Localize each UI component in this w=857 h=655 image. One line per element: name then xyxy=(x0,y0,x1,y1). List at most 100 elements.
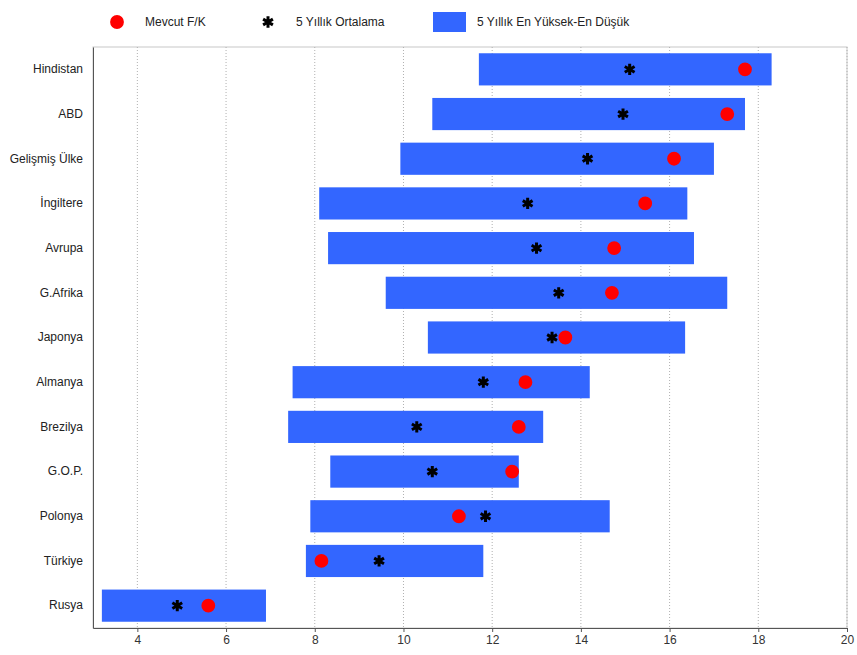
range-bar xyxy=(293,366,590,398)
point xyxy=(720,107,734,121)
tick: İngiltere xyxy=(40,196,93,210)
tick: Brezilya xyxy=(40,420,93,434)
legend-item: Mevcut F/K xyxy=(110,15,206,29)
range-bar xyxy=(330,455,518,487)
tick: 20 xyxy=(841,628,855,647)
legend-item: 5 Yıllık Ortalama xyxy=(263,15,385,29)
tick: 18 xyxy=(752,628,766,647)
plot: 4 6 8 10 12 14 16 18 20 Hindistan ABD Gelişmiş Ülke… xyxy=(10,47,855,647)
tick: ABD xyxy=(58,107,93,121)
tick: 14 xyxy=(575,628,589,647)
point xyxy=(638,197,652,211)
tick: G.Afrika xyxy=(40,286,93,300)
legend-label: Mevcut F/K xyxy=(145,15,206,29)
tick: 8 xyxy=(312,628,319,647)
tick-label: 14 xyxy=(575,633,589,647)
category-label: Polonya xyxy=(40,509,84,523)
y-axis: Hindistan ABD Gelişmiş Ülke İngiltere Avrupa… xyxy=(10,48,94,629)
tick: Japonya xyxy=(38,330,93,344)
grid xyxy=(137,47,847,628)
category-label: Türkiye xyxy=(44,554,84,568)
range-bar xyxy=(319,187,687,219)
point xyxy=(523,198,533,209)
range-bar xyxy=(428,321,685,353)
point xyxy=(412,421,422,432)
tick: 10 xyxy=(397,628,411,647)
range-bar xyxy=(288,411,543,443)
tick: 6 xyxy=(223,628,230,647)
x-axis-line xyxy=(94,628,848,629)
legend-item: 5 Yıllık En Yüksek-En Düşük xyxy=(433,12,630,32)
range-bar xyxy=(306,545,483,577)
tick-mark xyxy=(847,628,848,632)
grid-line xyxy=(226,47,227,628)
legend-swatch xyxy=(110,15,124,29)
tick-label: 16 xyxy=(663,633,677,647)
tick: 4 xyxy=(135,628,142,647)
point xyxy=(583,153,593,164)
category-label: ABD xyxy=(58,107,83,121)
tick-mark xyxy=(581,628,582,632)
category-label: Almanya xyxy=(36,375,83,389)
point xyxy=(315,554,329,568)
range-bar xyxy=(310,500,609,532)
points xyxy=(172,64,634,612)
point xyxy=(667,152,681,166)
range-bar xyxy=(432,98,745,130)
tick-label: 4 xyxy=(135,633,142,647)
tick: 16 xyxy=(663,628,677,647)
tick-mark xyxy=(226,628,227,632)
range-bar xyxy=(386,277,728,309)
point xyxy=(738,62,752,76)
point xyxy=(519,375,533,389)
tick: Avrupa xyxy=(45,241,93,255)
category-label: İngiltere xyxy=(40,196,83,210)
tick-mark xyxy=(137,628,138,632)
tick-label: 8 xyxy=(312,633,319,647)
tick-mark xyxy=(315,628,316,632)
point xyxy=(505,465,519,479)
category-label: Avrupa xyxy=(45,241,83,255)
tick-label: 12 xyxy=(486,633,500,647)
point xyxy=(481,511,491,522)
category-label: Japonya xyxy=(38,330,84,344)
category-label: Hindistan xyxy=(33,62,83,76)
point xyxy=(554,287,564,298)
category-label: G.O.P. xyxy=(48,464,83,478)
tick-label: 10 xyxy=(397,633,411,647)
category-label: G.Afrika xyxy=(40,286,84,300)
legend-swatch xyxy=(263,16,273,27)
tick-label: 20 xyxy=(841,633,855,647)
tick: 12 xyxy=(486,628,500,647)
tick: Rusya xyxy=(49,598,93,612)
tick: Hindistan xyxy=(33,62,93,76)
category-label: Rusya xyxy=(49,598,83,612)
legend-label: 5 Yıllık En Yüksek-En Düşük xyxy=(477,15,630,29)
tick: Polonya xyxy=(40,509,93,523)
point xyxy=(512,420,526,434)
tick-mark xyxy=(492,628,493,632)
tick: Gelişmiş Ülke xyxy=(10,152,93,166)
point xyxy=(452,509,466,523)
point xyxy=(605,286,619,300)
range-bar xyxy=(102,590,266,622)
marks xyxy=(102,53,772,621)
point xyxy=(547,332,557,343)
grid-line xyxy=(403,47,404,628)
plot-frame xyxy=(93,47,847,628)
point xyxy=(478,377,488,388)
x-axis: 4 6 8 10 12 14 16 18 20 xyxy=(94,628,855,647)
grid-line xyxy=(847,47,848,628)
tick-mark xyxy=(403,628,404,632)
range-bar xyxy=(328,232,694,264)
point xyxy=(201,599,215,613)
point xyxy=(607,241,621,255)
tick: Türkiye xyxy=(44,554,93,568)
range-bars xyxy=(102,53,772,621)
y-axis-line xyxy=(93,48,94,629)
category-label: Brezilya xyxy=(40,420,83,434)
grid-line xyxy=(314,47,315,628)
tick: G.O.P. xyxy=(48,464,93,478)
tick-label: 18 xyxy=(752,633,766,647)
legend-label: 5 Yıllık Ortalama xyxy=(296,15,385,29)
